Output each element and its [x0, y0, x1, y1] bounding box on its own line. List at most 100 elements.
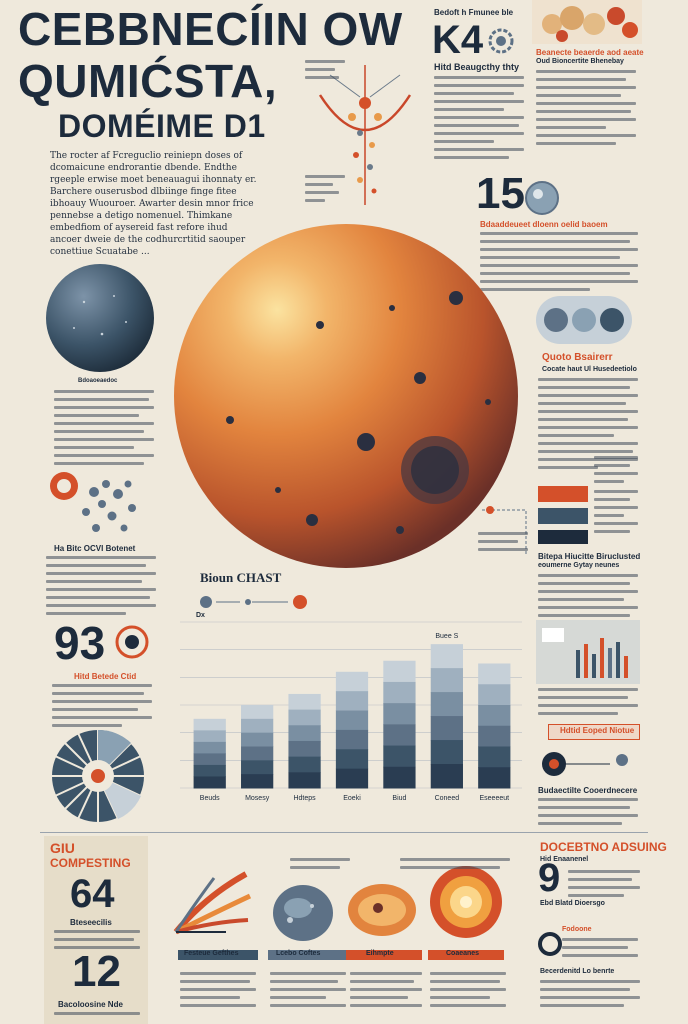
header-subtitle: Hitd Beaugcthy thty	[434, 62, 520, 72]
quarter-illustration	[536, 296, 632, 344]
competing-number-2-caption: Bacoloosine Nde	[58, 1000, 123, 1009]
chart-bar-3	[288, 772, 321, 789]
chart-bar-1	[193, 741, 226, 754]
section-divider	[40, 832, 648, 833]
mini-chart-text	[538, 688, 638, 720]
bottom-right-ring-icon	[538, 932, 562, 956]
top-right-box-subtitle: Oud Bioncertite Bhenebay	[536, 58, 624, 65]
stat-93-caption: Hitd Betede Ctid	[74, 672, 137, 681]
top-right-box-text	[536, 70, 636, 150]
chart-category-label: Biud	[392, 795, 406, 802]
competing-number-1: 64	[70, 872, 115, 916]
chart-bar-5	[383, 660, 416, 683]
bottom-item-1-text	[180, 972, 256, 1012]
mini-bar-chart	[536, 620, 640, 684]
bottom-right-caption-3: Becerdenitd Lo benrte	[540, 968, 615, 975]
chart-bar-5	[383, 766, 416, 789]
bottom-item-4-label: Coaeanes	[446, 950, 480, 957]
bottom-item-2-text	[270, 972, 346, 1012]
lead-paragraph: The rocter af Fcreguclio reiniepn doses …	[50, 151, 257, 257]
stat-93-text	[52, 684, 152, 732]
chart-bar-7	[478, 746, 511, 768]
bottom-right-text-2	[562, 938, 638, 962]
chart-bar-5	[383, 745, 416, 768]
chart-bar-1	[193, 718, 226, 731]
right-lower-text	[538, 798, 638, 830]
cell-icon	[525, 181, 559, 215]
dark-planet-illustration	[46, 264, 154, 372]
swatch-dark	[538, 530, 588, 544]
chart-bar-1	[193, 776, 226, 789]
swatch-orange	[538, 486, 588, 502]
bar-chart-annotation: Buee S	[435, 633, 458, 640]
left-cells-text	[46, 556, 156, 620]
swatch-navy	[538, 508, 588, 524]
chart-bar-7	[478, 684, 511, 706]
bottom-item-3-text	[350, 972, 422, 1012]
chart-bar-5	[383, 724, 416, 747]
chart-bar-7	[478, 663, 511, 685]
quarter-label: Quoto Bsairerr	[542, 352, 613, 363]
leaf-illustration	[173, 871, 252, 935]
chart-bar-2	[241, 774, 274, 789]
target-icon	[115, 625, 149, 659]
chart-bar-4	[335, 768, 369, 789]
header-number: K4	[432, 18, 484, 62]
bottom-item-3-label: Eihmpte	[366, 950, 394, 957]
chart-bar-2	[241, 732, 274, 747]
chart-bar-2	[241, 718, 274, 734]
chart-bar-3	[288, 756, 321, 773]
bottom-right-caption-1: Ebd Blatd Dioersgo	[540, 900, 605, 907]
orange-planet-illustration	[174, 224, 518, 568]
header-body-text	[434, 76, 524, 164]
molecule-notes	[305, 60, 345, 84]
bottom-bar-1	[178, 950, 258, 960]
competing-number-2: 12	[72, 947, 121, 996]
chart-category-label: Beuds	[200, 795, 220, 802]
stat-15-text	[480, 232, 638, 296]
process-icons	[542, 752, 628, 776]
competing-text-2	[54, 1012, 140, 1020]
bottom-right-title: DOCEBTNO ADSUING	[540, 840, 667, 854]
chart-bar-3	[288, 725, 321, 742]
blue-cell-illustration	[273, 885, 333, 941]
bottom-right-text-1	[568, 870, 640, 902]
right-lower-label: Hdtid Eoped Niotue	[560, 726, 635, 735]
chart-bar-2	[241, 705, 274, 720]
molecule-illustration	[318, 65, 412, 205]
quarter-sub: Cocate haut Ul Husedeetiolo	[542, 366, 637, 373]
right-lower-badge	[548, 724, 640, 740]
cells-illustration	[50, 472, 136, 532]
chart-title: Bioun CHAST	[200, 570, 282, 585]
chart-bar-1	[193, 753, 226, 766]
molecule-notes-2	[305, 175, 345, 207]
gear-icon	[488, 28, 514, 54]
stat-93-number: 93	[54, 617, 106, 669]
chart-category-label: Coneed	[435, 795, 460, 802]
bottom-notes-2	[400, 858, 510, 874]
competing-number-1-caption: Bteseecilis	[70, 918, 112, 927]
competing-title-2: COMPESTING	[50, 856, 131, 870]
chart-bar-6	[430, 740, 463, 765]
chart-bar-3	[288, 740, 321, 758]
chart-category-label: Hdteps	[293, 795, 316, 802]
swatch-legend	[594, 490, 638, 538]
chart-bar-6	[430, 716, 463, 741]
bottom-right-number: 9	[538, 856, 561, 900]
planet-text	[54, 390, 154, 470]
chart-bar-7	[478, 725, 511, 747]
right-mid-text	[538, 574, 638, 622]
quarter-text	[538, 378, 638, 474]
connector-notes	[478, 532, 528, 556]
bottom-bar-4	[428, 950, 504, 960]
stat-15-caption: Bdaaddeueet dloenn oelid baoem	[480, 220, 608, 229]
competing-text-1	[54, 930, 140, 954]
chart-bar-1	[193, 764, 226, 777]
chart-legend-markers	[200, 595, 307, 609]
chart-bar-4	[335, 749, 369, 770]
orange-cell-illustration	[348, 884, 416, 936]
chart-bar-5	[383, 681, 416, 704]
competing-title-1: GIU	[50, 840, 75, 856]
bar-chart: Beuds Mosesy Hdteps Eoeki Biud Coneed Eseeeeut…	[180, 621, 522, 802]
chart-bar-2	[241, 760, 274, 775]
